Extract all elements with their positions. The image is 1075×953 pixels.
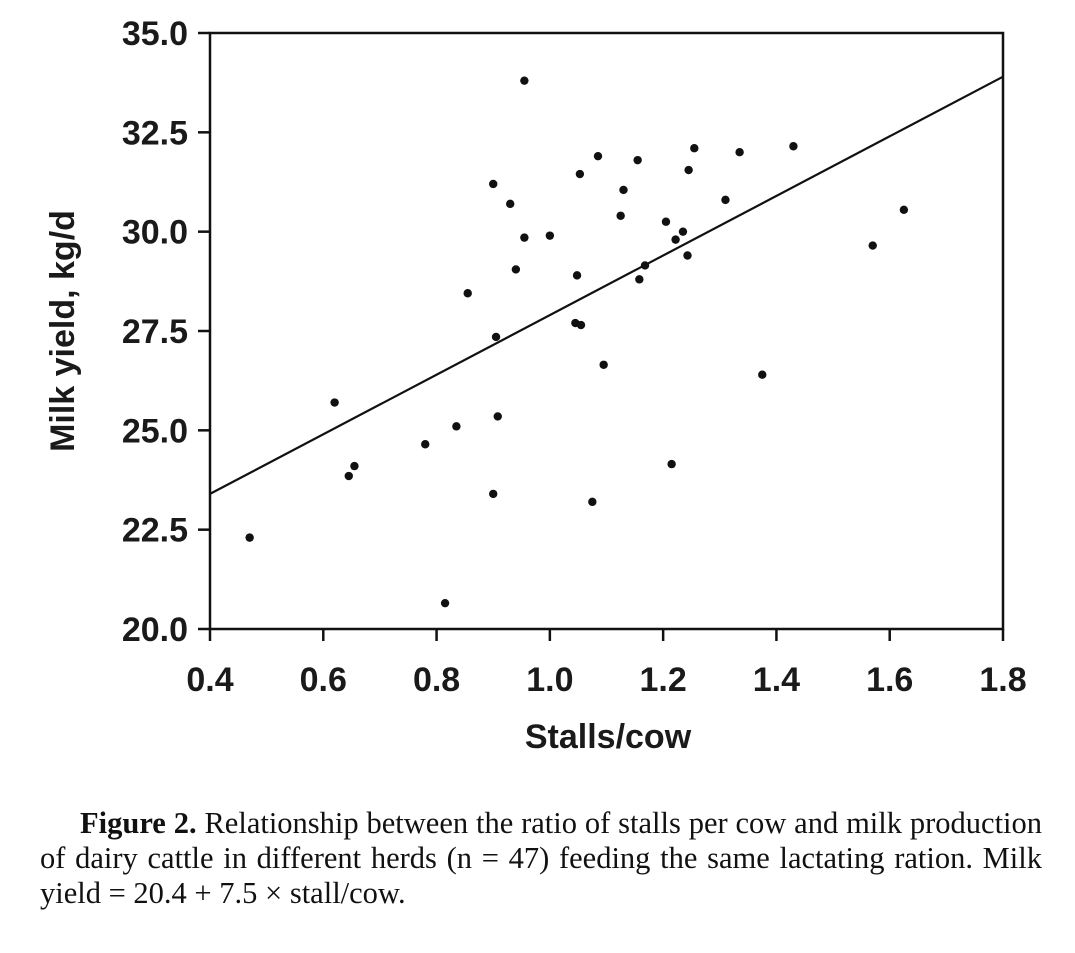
data-point [735,148,744,157]
x-tick-label: 1.6 [866,661,913,699]
data-point [493,412,502,421]
y-axis: 20.0 22.5 25.0 27.5 30.0 32.5 35.0 [122,15,210,649]
data-point [684,165,693,175]
figure-caption: Figure 2. Relationship between the ratio… [40,806,1042,911]
figure-caption-text: Relationship between the ratio of stalls… [40,806,1043,910]
data-point [576,320,586,330]
data-point [520,76,529,85]
data-point [330,398,339,407]
plot-frame [208,31,1005,631]
data-point [683,251,692,260]
x-tick-label: 1.8 [979,661,1026,699]
y-tick-label: 20.0 [122,611,188,649]
data-point [452,422,461,431]
x-tick-label: 1.0 [526,661,573,699]
data-point [690,144,699,153]
data-point [619,185,628,195]
data-point [671,235,680,244]
data-point [635,275,644,284]
data-point [868,241,877,250]
data-point [440,598,450,608]
data-point [588,497,597,507]
data-point [789,142,798,151]
x-tick-label: 1.4 [753,661,800,699]
data-point [421,440,430,449]
data-point [758,370,767,379]
data-point [245,533,254,542]
data-point [599,360,608,369]
data-point [678,227,688,236]
x-axis: 0.4 0.6 0.8 1.0 1.2 1.4 1.6 1.8 [186,629,1027,699]
data-point [489,489,498,499]
data-point [572,271,582,280]
x-tick-label: 0.4 [186,661,233,699]
data-point [721,195,730,205]
data-point [661,217,671,226]
y-tick-label: 32.5 [122,114,188,152]
data-point [491,332,501,342]
data-point [350,461,359,471]
x-tick-label: 0.6 [300,661,347,699]
data-point [667,459,676,469]
data-point [344,471,353,481]
data-point [463,289,472,298]
plot-content [209,75,1004,608]
scatter-chart: 0.4 0.6 0.8 1.0 1.2 1.4 1.6 1.8 20.0 22.5 25.0 27.… [44,15,1027,756]
x-axis-title: Stalls/cow [525,718,692,756]
regression-line [209,75,1004,495]
data-point [545,231,555,240]
data-point [511,265,521,274]
y-tick-label: 30.0 [122,214,188,252]
data-point [489,179,498,189]
data-point [633,155,642,165]
y-tick-label: 22.5 [122,512,188,550]
data-point [506,199,515,209]
y-tick-label: 35.0 [122,15,188,53]
data-point [593,151,603,161]
y-tick-label: 27.5 [122,313,188,351]
x-tick-label: 1.2 [640,661,687,699]
y-tick-label: 25.0 [122,412,188,450]
data-point [899,205,909,215]
figure-label: Figure 2. [80,806,197,840]
data-point [520,233,529,242]
x-tick-label: 0.8 [413,661,460,699]
data-point [616,211,625,220]
data-point [640,261,650,270]
y-axis-title: Milk yield, kg/d [44,210,82,452]
data-point [575,169,585,179]
